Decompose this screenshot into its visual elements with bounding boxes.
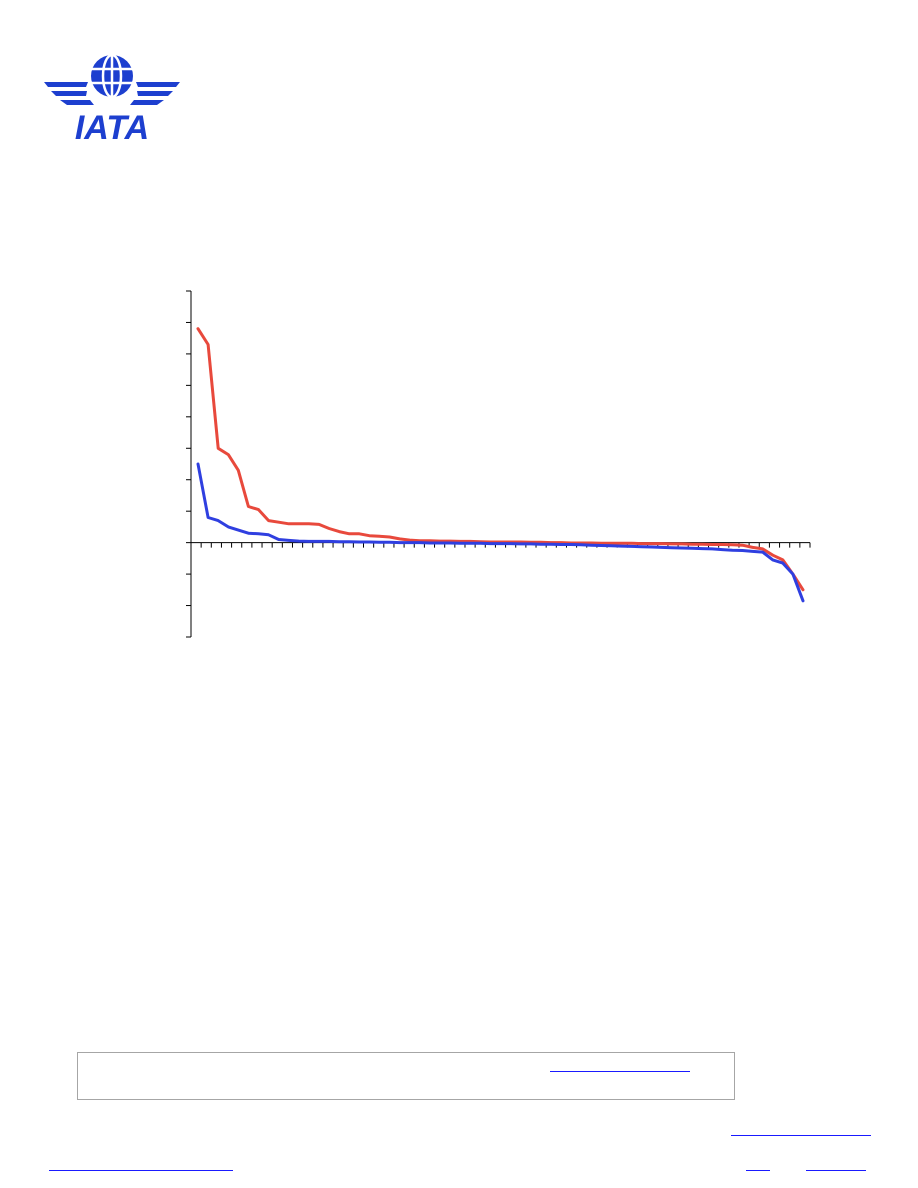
globe-wings-icon (44, 53, 180, 105)
series-line-2 (196, 462, 805, 603)
chart-axes (186, 290, 811, 638)
notice-link[interactable] (550, 1071, 690, 1072)
line-chart (186, 290, 811, 638)
logo-text: IATA (75, 109, 149, 142)
notice-box (77, 1052, 735, 1100)
footer-link-left[interactable] (49, 1170, 233, 1171)
chart-series (196, 327, 805, 603)
iata-logo: IATA (44, 53, 180, 142)
footer-link-right[interactable] (806, 1170, 866, 1171)
series-line-1 (196, 327, 805, 592)
footer-link-top-right[interactable] (731, 1135, 871, 1136)
footer-link-small[interactable] (746, 1170, 770, 1171)
